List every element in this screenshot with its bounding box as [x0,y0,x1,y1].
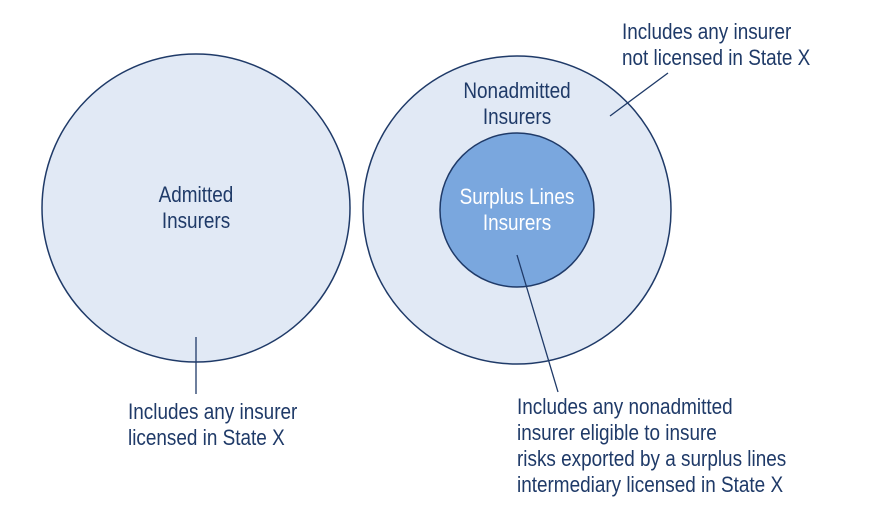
nonadmitted-insurers-title: Nonadmitted Insurers [431,78,603,130]
admitted-annotation-line-2: licensed in State X [128,425,285,450]
surplus-lines-insurers-title: Surplus Lines Insurers [431,184,603,236]
surplus-lines-insurers-circle [439,132,595,288]
admitted-annotation: Includes any insurer licensed in State X [128,399,297,451]
surplus-lines-leader-line [516,254,559,393]
nonadmitted-annotation-line-1: Includes any insurer [622,19,792,44]
surplus-lines-annotation-line-2: insurer eligible to insure [517,420,717,445]
nonadmitted-title-line-1: Nonadmitted [463,78,571,103]
admitted-annotation-line-1: Includes any insurer [128,399,298,424]
nonadmitted-title-line-2: Insurers [482,104,552,129]
admitted-insurers-title: Admitted Insurers [110,182,282,234]
nonadmitted-annotation-line-2: not licensed in State X [622,45,811,70]
admitted-title-line-2: Insurers [161,208,231,233]
surplus-lines-title-line-1: Surplus Lines [459,184,575,209]
surplus-lines-title-line-2: Insurers [482,210,552,235]
surplus-lines-annotation: Includes any nonadmitted insurer eligibl… [517,394,786,498]
nonadmitted-leader-line [609,72,669,117]
admitted-title-line-1: Admitted [158,182,234,207]
surplus-lines-annotation-line-1: Includes any nonadmitted [517,394,733,419]
surplus-lines-annotation-line-3: risks exported by a surplus lines [517,446,787,471]
surplus-lines-annotation-line-4: intermediary licensed in State X [517,472,784,497]
nonadmitted-annotation: Includes any insurer not licensed in Sta… [622,19,810,71]
